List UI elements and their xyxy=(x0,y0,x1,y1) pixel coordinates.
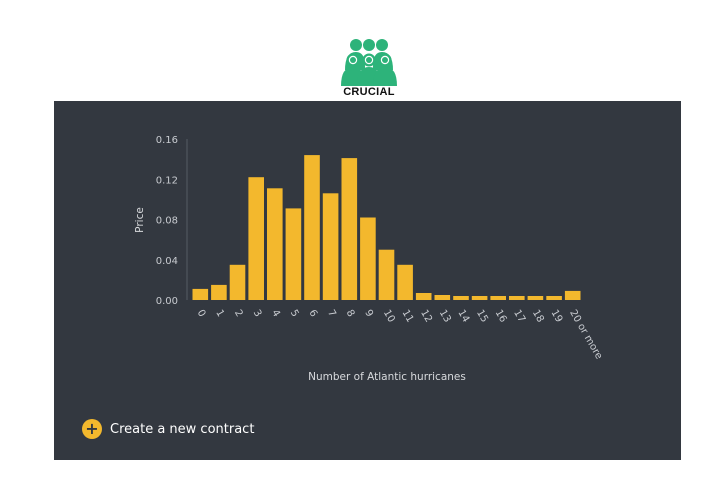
x-tick-label: 8 xyxy=(344,308,357,319)
logo-text: CRUCIAL xyxy=(343,86,395,98)
bar[interactable] xyxy=(546,296,562,300)
x-tick-label: 17 xyxy=(511,308,527,325)
bar[interactable] xyxy=(229,264,246,300)
y-tick-label: 0.16 xyxy=(156,135,178,146)
bar[interactable] xyxy=(509,296,525,300)
bar[interactable] xyxy=(304,155,320,300)
x-tick-label: 2 xyxy=(232,308,245,319)
bar[interactable] xyxy=(527,296,544,300)
x-tick-label: 3 xyxy=(251,308,264,319)
bar[interactable] xyxy=(397,264,413,300)
people-group-icon xyxy=(341,39,397,86)
plus-circle-icon: + xyxy=(82,419,102,439)
create-contract-label: Create a new contract xyxy=(110,421,255,437)
x-tick-label: 6 xyxy=(306,308,319,319)
y-axis-label: Price xyxy=(134,207,146,233)
y-tick-label: 0.00 xyxy=(156,296,178,307)
bar[interactable] xyxy=(211,284,227,300)
x-tick-label: 10 xyxy=(381,308,397,325)
market-panel: 0.00 0.04 0.08 0.12 0.16 0 1 2 3 4 5 6 7 8 9 10 11 12 13 1… xyxy=(54,101,681,460)
x-tick-label: 9 xyxy=(362,308,375,319)
y-tick-label: 0.12 xyxy=(156,175,178,186)
y-tick-label: 0.08 xyxy=(156,216,178,227)
x-tick-label: 16 xyxy=(493,308,509,325)
x-tick-label: 19 xyxy=(549,308,565,325)
x-tick-label: 13 xyxy=(437,308,453,325)
bar[interactable] xyxy=(285,208,302,300)
x-tick-label: 4 xyxy=(269,308,282,319)
bar[interactable] xyxy=(341,158,358,300)
x-tick-label: 0 xyxy=(195,308,208,319)
x-tick-label: 11 xyxy=(400,308,416,325)
x-tick-label: 18 xyxy=(530,308,546,325)
x-axis: 0 1 2 3 4 5 6 7 8 9 10 11 12 13 14 15 16 17 18 19 20 or more xyxy=(195,308,605,361)
bar[interactable] xyxy=(415,293,432,300)
bar[interactable] xyxy=(434,295,451,300)
crucial-logo: CRUCIAL xyxy=(336,36,402,102)
price-bar-chart: 0.000.040.080.120.16 0 1 2 3 4 5 6 7 8 9 10 11 12 13 1… xyxy=(134,135,605,383)
x-tick-label: 20 or more xyxy=(567,308,604,361)
x-tick-label: 7 xyxy=(325,308,338,319)
y-axis: 0.00 0.04 0.08 0.12 0.16 xyxy=(156,135,188,307)
x-tick-label: 12 xyxy=(418,308,434,325)
bar[interactable] xyxy=(490,296,506,300)
y-tick-label: 0.04 xyxy=(156,256,178,267)
bar-series xyxy=(192,155,581,301)
x-tick-label: 14 xyxy=(455,308,471,325)
x-tick-label: 15 xyxy=(474,308,490,325)
x-axis-label: Number of Atlantic hurricanes xyxy=(308,371,466,383)
create-contract-button[interactable]: + Create a new contract xyxy=(82,419,254,439)
bar[interactable] xyxy=(192,288,209,300)
bar[interactable] xyxy=(378,249,395,300)
bar[interactable] xyxy=(360,217,376,301)
bar[interactable] xyxy=(322,193,339,300)
bar[interactable] xyxy=(564,290,581,300)
bar[interactable] xyxy=(471,296,488,300)
bar[interactable] xyxy=(267,188,283,300)
x-tick-label: 5 xyxy=(288,308,301,319)
bar[interactable] xyxy=(248,177,264,300)
bar[interactable] xyxy=(453,296,469,300)
x-tick-label: 1 xyxy=(213,308,226,319)
